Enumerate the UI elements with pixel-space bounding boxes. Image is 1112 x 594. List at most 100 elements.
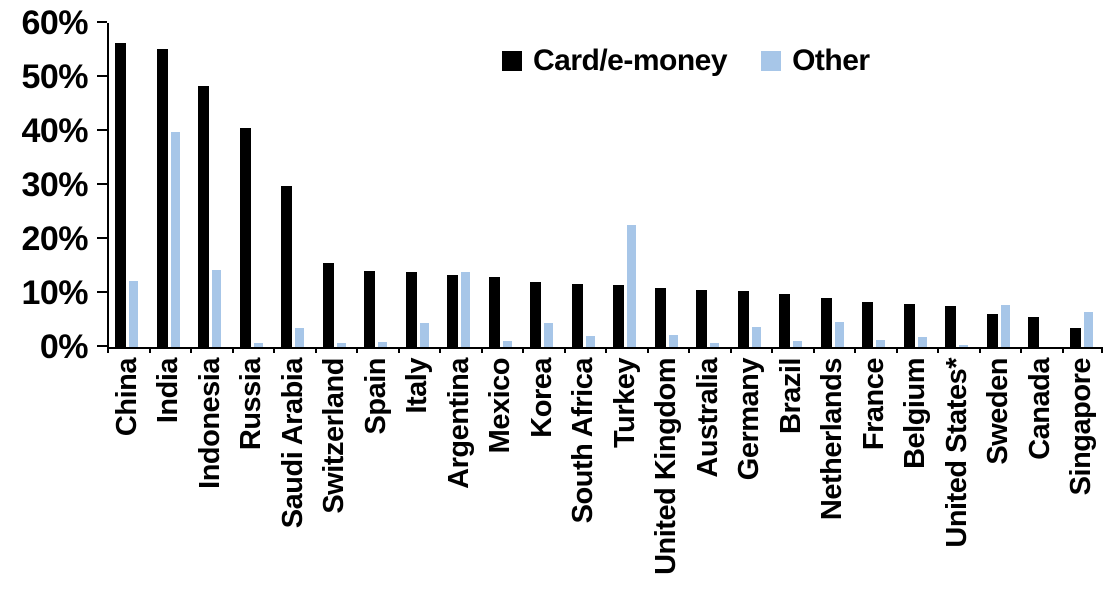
bar-card-e-money — [198, 86, 209, 347]
x-tick — [813, 347, 815, 353]
x-category-cell: Singapore — [1065, 358, 1099, 594]
x-category-label: Germany — [733, 358, 765, 481]
bar-other — [752, 327, 761, 347]
x-tick — [896, 347, 898, 353]
bar-card-e-money — [572, 284, 583, 347]
x-category-cell: India — [152, 358, 186, 594]
x-tick — [937, 347, 939, 353]
bar-other — [378, 342, 387, 347]
y-tick — [97, 21, 107, 23]
x-category-cell: Australia — [692, 358, 726, 594]
other-swatch-icon — [761, 51, 782, 71]
bar-other — [337, 343, 346, 347]
x-category-cell: Sweden — [982, 358, 1016, 594]
x-category-cell: Spain — [360, 358, 394, 594]
bar-card-e-money — [987, 314, 998, 347]
x-category-label: Brazil — [775, 358, 807, 434]
y-tick — [97, 129, 107, 131]
bar-other — [669, 335, 678, 347]
x-category-cell: China — [111, 358, 145, 594]
x-category-cell: Belgium — [899, 358, 933, 594]
legend-item-card-e-money: Card/e-money — [502, 44, 728, 78]
x-category-label: Korea — [526, 358, 558, 438]
bar-other — [420, 323, 429, 347]
y-tick — [97, 345, 107, 347]
x-tick — [232, 347, 234, 353]
x-category-label: Italy — [401, 358, 433, 414]
x-category-cell: United Kingdom — [650, 358, 684, 594]
bar-other — [503, 341, 512, 347]
x-category-label: South Africa — [567, 358, 599, 524]
x-category-label: United Kingdom — [650, 358, 682, 575]
legend-label-other: Other — [792, 44, 870, 77]
bar-other — [710, 343, 719, 347]
bar-card-e-money — [447, 275, 458, 347]
x-tick — [688, 347, 690, 353]
x-category-cell: Russia — [235, 358, 269, 594]
x-category-cell: Saudi Arabia — [277, 358, 311, 594]
bar-card-e-money — [821, 298, 832, 347]
x-category-label: India — [152, 358, 184, 424]
x-category-label: France — [858, 358, 890, 451]
x-category-cell: Korea — [526, 358, 560, 594]
chart-legend: Card/e-money Other — [502, 40, 870, 82]
y-tick — [97, 291, 107, 293]
x-tick — [771, 347, 773, 353]
y-tick — [97, 237, 107, 239]
x-category-label: Mexico — [484, 358, 516, 454]
x-tick — [190, 347, 192, 353]
bar-other — [876, 340, 885, 347]
bar-card-e-money — [1070, 328, 1081, 347]
x-tick — [149, 347, 151, 353]
legend-item-other: Other — [761, 44, 870, 78]
x-category-label: China — [111, 358, 143, 437]
x-tick — [107, 347, 109, 353]
x-tick — [1020, 347, 1022, 353]
bar-card-e-money — [1028, 317, 1039, 347]
y-tick — [97, 183, 107, 185]
x-category-label: Turkey — [609, 358, 641, 448]
x-tick — [1101, 347, 1103, 353]
bar-other — [627, 225, 636, 347]
x-tick — [979, 347, 981, 353]
x-category-label: Russia — [235, 358, 267, 451]
bar-card-e-money — [489, 277, 500, 347]
x-tick — [730, 347, 732, 353]
bar-card-e-money — [530, 282, 541, 347]
x-category-cell: Switzerland — [318, 358, 352, 594]
x-category-label: Saudi Arabia — [277, 358, 309, 529]
x-tick — [647, 347, 649, 353]
x-category-cell: Canada — [1024, 358, 1058, 594]
x-tick — [439, 347, 441, 353]
bar-card-e-money — [115, 43, 126, 347]
x-tick — [398, 347, 400, 353]
y-tick-label: 50% — [21, 58, 88, 96]
x-category-cell: Brazil — [775, 358, 809, 594]
x-category-label: Canada — [1024, 358, 1056, 460]
x-tick — [522, 347, 524, 353]
bar-other — [1001, 305, 1010, 347]
bar-card-e-money — [281, 186, 292, 347]
bar-card-e-money — [406, 272, 417, 347]
bar-card-e-money — [779, 294, 790, 347]
bar-other — [835, 322, 844, 347]
y-tick-label: 30% — [21, 166, 88, 204]
bar-other — [586, 336, 595, 347]
x-category-cell: Indonesia — [194, 358, 228, 594]
x-tick — [564, 347, 566, 353]
plot-area — [107, 23, 1103, 349]
bar-other — [793, 341, 802, 347]
bar-card-e-money — [945, 306, 956, 347]
x-category-label: Singapore — [1065, 358, 1097, 496]
x-category-label: Netherlands — [816, 358, 848, 521]
x-category-cell: Netherlands — [816, 358, 850, 594]
y-tick-label: 0% — [39, 328, 89, 366]
bar-other — [461, 272, 470, 347]
y-tick — [97, 75, 107, 77]
card-e-money-swatch-icon — [502, 51, 522, 71]
bar-other — [254, 343, 263, 347]
x-tick — [315, 347, 317, 353]
bar-other — [1084, 312, 1093, 347]
x-category-cell: France — [858, 358, 892, 594]
